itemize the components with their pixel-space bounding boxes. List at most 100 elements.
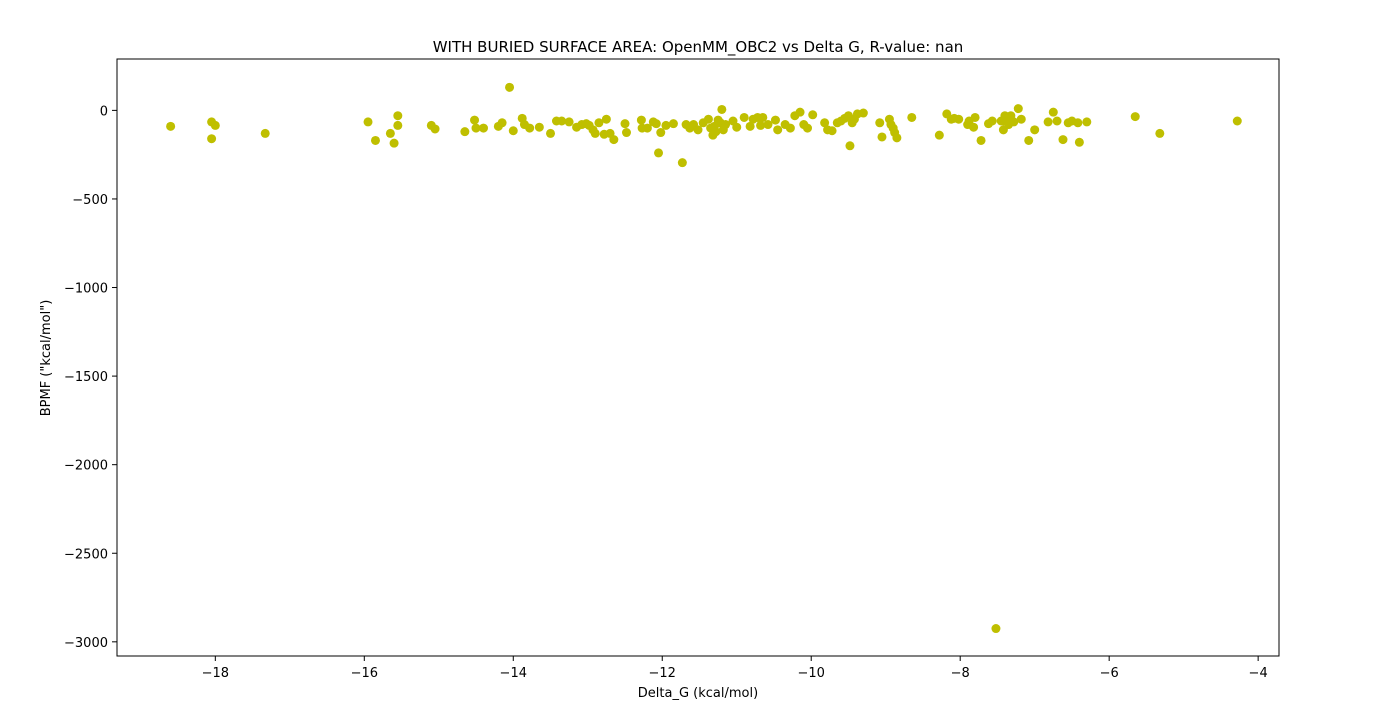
x-tick-label: −16 — [351, 666, 378, 681]
scatter-point — [970, 112, 980, 122]
y-tick-label: −3000 — [64, 636, 108, 651]
scatter-point — [557, 116, 567, 126]
scatter-point — [534, 122, 544, 132]
scatter-point — [654, 148, 664, 158]
y-tick-label: −2000 — [64, 459, 108, 474]
scatter-point — [795, 107, 805, 117]
scatter-point — [732, 122, 742, 132]
scatter-point — [763, 120, 773, 130]
x-axis-ticks: −18 −16 −14 −12 −10 −8 −6 −4 — [202, 656, 1268, 681]
y-tick-label: −500 — [72, 193, 108, 208]
scatter-point — [934, 130, 944, 140]
scatter-point — [642, 123, 652, 133]
plot-area — [116, 58, 1280, 657]
scatter-point — [1024, 135, 1034, 145]
scatter-point — [393, 120, 403, 130]
scatter-point — [858, 108, 868, 118]
scatter-points — [166, 82, 1242, 634]
scatter-point — [1074, 137, 1084, 147]
y-axis-ticks: 0 −500 −1000 −1500 −2000 −2500 −3000 — [64, 104, 117, 651]
scatter-point — [389, 138, 399, 148]
scatter-point — [677, 158, 687, 168]
scatter-point — [620, 119, 630, 129]
x-tick-label: −10 — [798, 666, 825, 681]
y-tick-label: −1000 — [64, 282, 108, 297]
scatter-point — [471, 123, 481, 133]
scatter-point — [892, 133, 902, 143]
scatter-point — [1052, 116, 1062, 126]
scatter-point — [1073, 118, 1083, 128]
y-tick-label: −2500 — [64, 547, 108, 562]
scatter-point — [594, 118, 604, 128]
scatter-point — [385, 128, 395, 138]
x-tick-label: −18 — [202, 666, 229, 681]
scatter-point — [363, 117, 373, 127]
scatter-point — [460, 127, 470, 137]
scatter-point — [1030, 125, 1040, 135]
scatter-point — [1082, 117, 1092, 127]
scatter-point — [802, 123, 812, 133]
scatter-point — [954, 114, 964, 124]
scatter-point — [991, 624, 1001, 634]
scatter-point — [1232, 116, 1242, 126]
scatter-point — [525, 123, 535, 133]
scatter-point — [1013, 104, 1023, 114]
scatter-point — [478, 123, 488, 133]
chart-title: WITH BURIED SURFACE AREA: OpenMM_OBC2 vs… — [433, 38, 964, 57]
scatter-point — [976, 135, 986, 145]
scatter-point — [661, 120, 671, 130]
scatter-point — [773, 125, 783, 135]
scatter-point — [756, 120, 766, 130]
scatter-point — [370, 135, 380, 145]
y-tick-label: 0 — [100, 104, 108, 119]
scatter-point — [497, 118, 507, 128]
scatter-point — [711, 127, 721, 137]
scatter-point — [1058, 135, 1068, 145]
x-tick-label: −8 — [951, 666, 970, 681]
scatter-point — [1016, 114, 1026, 124]
scatter-point — [770, 115, 780, 125]
scatter-point — [1043, 117, 1053, 127]
scatter-point — [808, 110, 818, 120]
y-tick-label: −1500 — [64, 370, 108, 385]
scatter-point — [430, 124, 440, 134]
scatter-point — [260, 128, 270, 138]
scatter-point — [207, 134, 217, 144]
scatter-point — [564, 117, 574, 127]
scatter-point — [987, 116, 997, 126]
scatter-point — [470, 115, 480, 125]
scatter-point — [508, 126, 518, 136]
scatter-point — [636, 115, 646, 125]
scatter-point — [703, 114, 713, 124]
y-axis-label: BPMF ("kcal/mol") — [39, 300, 54, 417]
scatter-point — [693, 125, 703, 135]
scatter-point — [827, 126, 837, 136]
x-tick-label: −6 — [1100, 666, 1119, 681]
x-tick-label: −4 — [1249, 666, 1268, 681]
scatter-point — [907, 112, 917, 122]
scatter-point — [601, 114, 611, 124]
scatter-point — [758, 112, 768, 122]
scatter-point — [1130, 112, 1140, 122]
scatter-point — [210, 120, 220, 130]
scatter-point — [1155, 128, 1165, 138]
scatter-point — [166, 121, 176, 131]
scatter-point — [875, 118, 885, 128]
scatter-point — [717, 104, 727, 114]
scatter-point — [845, 141, 855, 151]
scatter-point — [877, 132, 887, 142]
scatter-point — [785, 123, 795, 133]
x-tick-label: −12 — [649, 666, 676, 681]
scatter-point — [393, 111, 403, 121]
scatter-point — [651, 119, 661, 129]
x-axis-label: Delta_G (kcal/mol) — [638, 686, 758, 701]
scatter-point — [505, 82, 515, 92]
scatter-point — [656, 128, 666, 138]
x-tick-label: −14 — [500, 666, 527, 681]
scatter-point — [969, 122, 979, 132]
scatter-point — [621, 128, 631, 138]
scatter-point — [739, 112, 749, 122]
scatter-point — [1009, 117, 1019, 127]
scatter-point — [590, 128, 600, 138]
